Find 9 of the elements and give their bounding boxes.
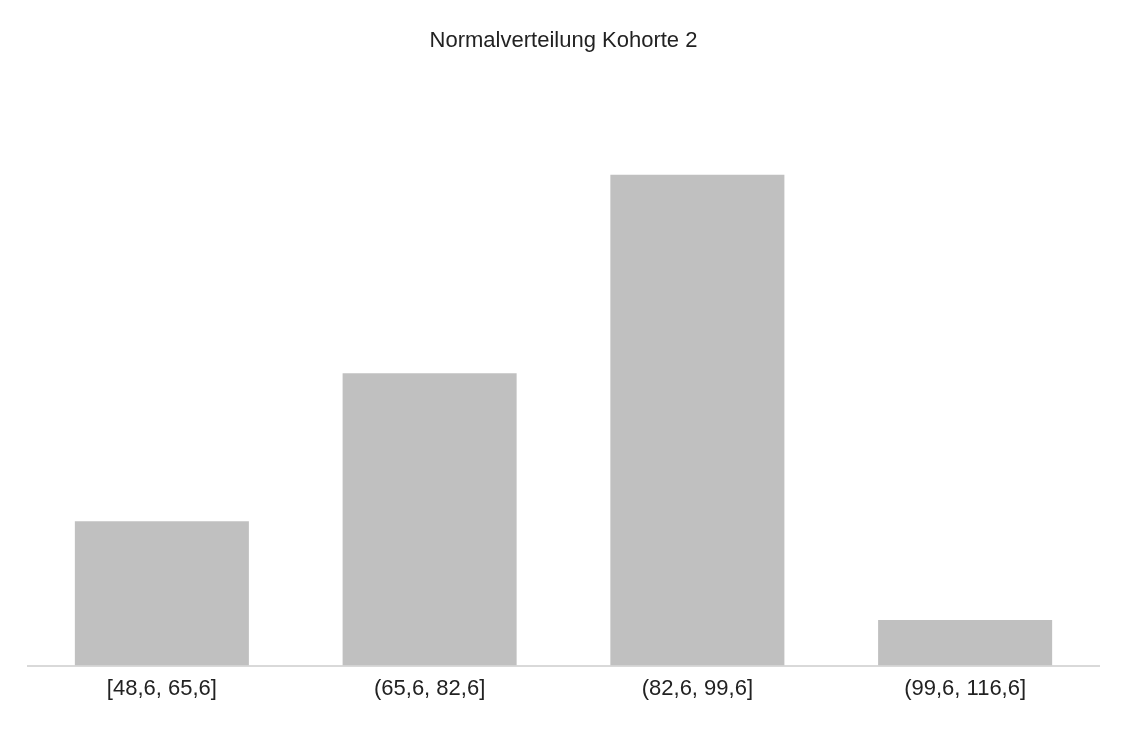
bar (74, 521, 249, 666)
bar (610, 174, 785, 666)
chart-title: Normalverteilung Kohorte 2 (429, 27, 698, 53)
bar (342, 373, 517, 666)
x-tick-label: (99,6, 116,6] (904, 674, 1027, 700)
x-tick-label: (65,6, 82,6] (373, 674, 486, 700)
x-tick-label: [48,6, 65,6] (106, 674, 217, 700)
x-tick-label: (82,6, 99,6] (641, 674, 754, 700)
bar (878, 619, 1053, 666)
